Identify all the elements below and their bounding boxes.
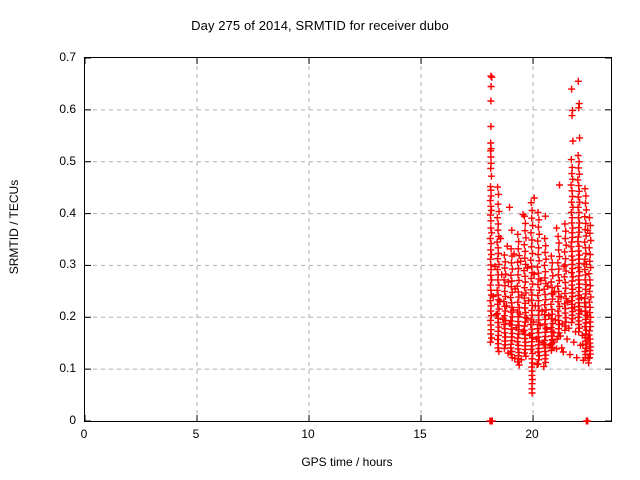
y-axis-tick-label: 0.6	[59, 101, 76, 116]
x-axis-tick-label: 15	[413, 427, 427, 441]
y-axis-tick-label: 0.2	[59, 309, 76, 324]
x-axis-tick-label: 10	[301, 427, 315, 441]
scatter-series-srmtid	[486, 72, 595, 425]
x-axis-title: GPS time / hours	[301, 455, 393, 469]
x-axis-tick-label: 0	[80, 427, 88, 441]
y-axis-tick-label: 0.4	[59, 205, 76, 220]
page-title: Day 275 of 2014, SRMTID for receiver dub…	[191, 18, 449, 33]
y-axis-tick-label: 0.3	[59, 257, 76, 272]
y-axis-tick-label: 0.1	[59, 361, 76, 376]
y-axis-tick-label: 0	[69, 413, 76, 427]
y-axis-title: SRMTID / TECUs	[7, 179, 21, 275]
x-axis-tick-label: 20	[525, 427, 539, 441]
data-point-group	[486, 72, 595, 425]
grid-layer	[84, 57, 611, 422]
data-point-marker	[486, 72, 595, 425]
x-axis-tick-labels: 0 5 10 15 20	[80, 427, 610, 447]
y-axis-tick-label: 0.5	[59, 153, 76, 168]
x-axis-tick-label: 5	[192, 427, 200, 441]
y-axis-tick-label: 0.7	[59, 50, 76, 64]
plot-area	[84, 57, 612, 425]
y-axis-tick-labels: 0 0.1 0.2 0.3 0.4 0.5 0.6 0.7	[0, 50, 76, 427]
